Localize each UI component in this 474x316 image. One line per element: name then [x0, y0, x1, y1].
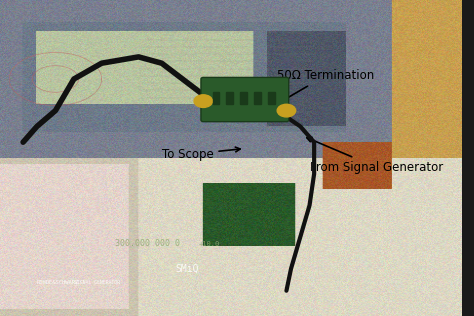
FancyBboxPatch shape — [201, 77, 289, 122]
Text: ROHDE&SCHWARZ: ROHDE&SCHWARZ — [37, 280, 79, 285]
Bar — [227, 92, 233, 104]
Text: From Signal Generator: From Signal Generator — [307, 137, 443, 173]
Bar — [212, 92, 219, 104]
Text: +10.0: +10.0 — [199, 241, 220, 247]
Bar — [240, 92, 247, 104]
Text: 300.000 000 0: 300.000 000 0 — [116, 240, 181, 248]
Circle shape — [277, 104, 296, 117]
Bar — [254, 92, 261, 104]
Circle shape — [194, 95, 212, 107]
Text: To Scope: To Scope — [162, 147, 240, 161]
Text: 50Ω Termination: 50Ω Termination — [270, 69, 374, 108]
Text: SIGNAL GENERATOR: SIGNAL GENERATOR — [74, 280, 120, 285]
Text: SMiQ: SMiQ — [175, 264, 199, 274]
Bar — [268, 92, 275, 104]
